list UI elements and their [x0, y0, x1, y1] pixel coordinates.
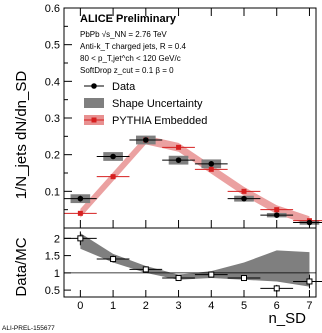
ratio-point — [306, 278, 313, 285]
x-tick-label: 3 — [175, 300, 181, 312]
legend-entry-pythia: PYTHIA Embedded — [84, 115, 207, 127]
chart-annotations: ALICE Preliminary PbPb √s_NN = 2.76 TeV … — [80, 13, 186, 75]
main-band-layer — [70, 135, 320, 226]
ratio-band-layer — [80, 233, 310, 287]
ratio-point — [77, 235, 84, 242]
ratio-axis-ticks: 0.5 1 1.5 2 0 1 2 3 4 5 6 7 — [45, 233, 313, 312]
legend-entry-shape-uncertainty: Shape Uncertainty — [84, 98, 203, 110]
ratio-point — [110, 256, 117, 263]
x-axis-title: n_SD — [268, 310, 306, 327]
data-point — [273, 212, 280, 218]
data-point — [175, 157, 182, 163]
ratio-point — [175, 275, 182, 282]
pythia-point — [77, 210, 83, 216]
main-y-tick-label: 0.2 — [45, 150, 60, 162]
system-label: PbPb √s_NN = 2.76 TeV — [80, 30, 167, 39]
x-tick-label: 7 — [306, 300, 312, 312]
ratio-y-tick-label: 1 — [54, 268, 60, 280]
data-point — [143, 137, 149, 143]
grooming-label: SoftDrop z_cut = 0.1 β = 0 — [80, 66, 174, 75]
data-point — [241, 195, 247, 202]
legend-marker-pythia — [91, 117, 97, 123]
pythia-point — [110, 174, 116, 180]
pythia-point — [208, 166, 214, 172]
legend-marker-data — [91, 83, 97, 89]
figure-id-label: ALI-PREL-155677 — [2, 325, 55, 332]
ratio-y-tick-label: 0.5 — [45, 285, 60, 297]
main-y-axis-title: 1/N_jets dN/dn_SD — [13, 71, 30, 200]
ratio-points-layer — [64, 231, 322, 292]
data-point — [110, 153, 116, 160]
ratio-plot-frame — [63, 227, 317, 298]
x-tick-label: 0 — [77, 300, 83, 312]
x-tick-label: 2 — [143, 300, 149, 312]
pt-range-label: 80 < p_T,jet^ch < 120 GeV/c — [80, 54, 181, 63]
pythia-point — [274, 207, 280, 213]
ratio-uncertainty-band — [80, 233, 310, 287]
main-y-tick-label: 0.6 — [45, 3, 60, 15]
data-point — [208, 161, 215, 167]
main-y-tick-label: 0.4 — [45, 76, 60, 88]
jet-definition-label: Anti-k_T charged jets, R = 0.4 — [80, 42, 186, 51]
ratio-point — [208, 271, 215, 278]
ratio-y-axis-title: Data/MC — [13, 237, 30, 296]
ratio-plot-panel: 0.5 1 1.5 2 0 1 2 3 4 5 6 7 — [45, 227, 322, 312]
x-tick-label: 6 — [274, 300, 280, 312]
data-point — [77, 195, 84, 202]
pythia-point — [176, 144, 182, 150]
ratio-point — [142, 266, 149, 273]
ratio-point — [241, 275, 247, 282]
main-y-tick-label: 0.5 — [45, 40, 60, 52]
main-plot-panel: 0.1 0.2 0.3 0.4 0.5 0.6 — [45, 3, 322, 229]
legend-label-pythia: PYTHIA Embedded — [112, 115, 207, 127]
main-y-tick-label: 0.1 — [45, 186, 60, 198]
pythia-band — [80, 135, 310, 226]
legend-label-data: Data — [112, 81, 136, 93]
ratio-y-tick-label: 1.5 — [45, 251, 60, 263]
x-tick-label: 1 — [110, 300, 116, 312]
pythia-point — [241, 188, 247, 194]
ratio-y-tick-label: 2 — [54, 233, 60, 245]
x-tick-label: 5 — [241, 300, 247, 312]
experiment-label: ALICE Preliminary — [80, 13, 177, 25]
chart-legend: Data Shape Uncertainty PYTHIA Embedded — [84, 81, 207, 127]
legend-label-shape-uncertainty: Shape Uncertainty — [112, 98, 203, 110]
x-tick-label: 4 — [208, 300, 214, 312]
main-axis-ticks: 0.1 0.2 0.3 0.4 0.5 0.6 — [45, 3, 310, 228]
legend-swatch-shape-uncertainty — [84, 98, 104, 108]
main-y-tick-label: 0.3 — [45, 113, 60, 125]
legend-entry-data: Data — [84, 81, 136, 93]
